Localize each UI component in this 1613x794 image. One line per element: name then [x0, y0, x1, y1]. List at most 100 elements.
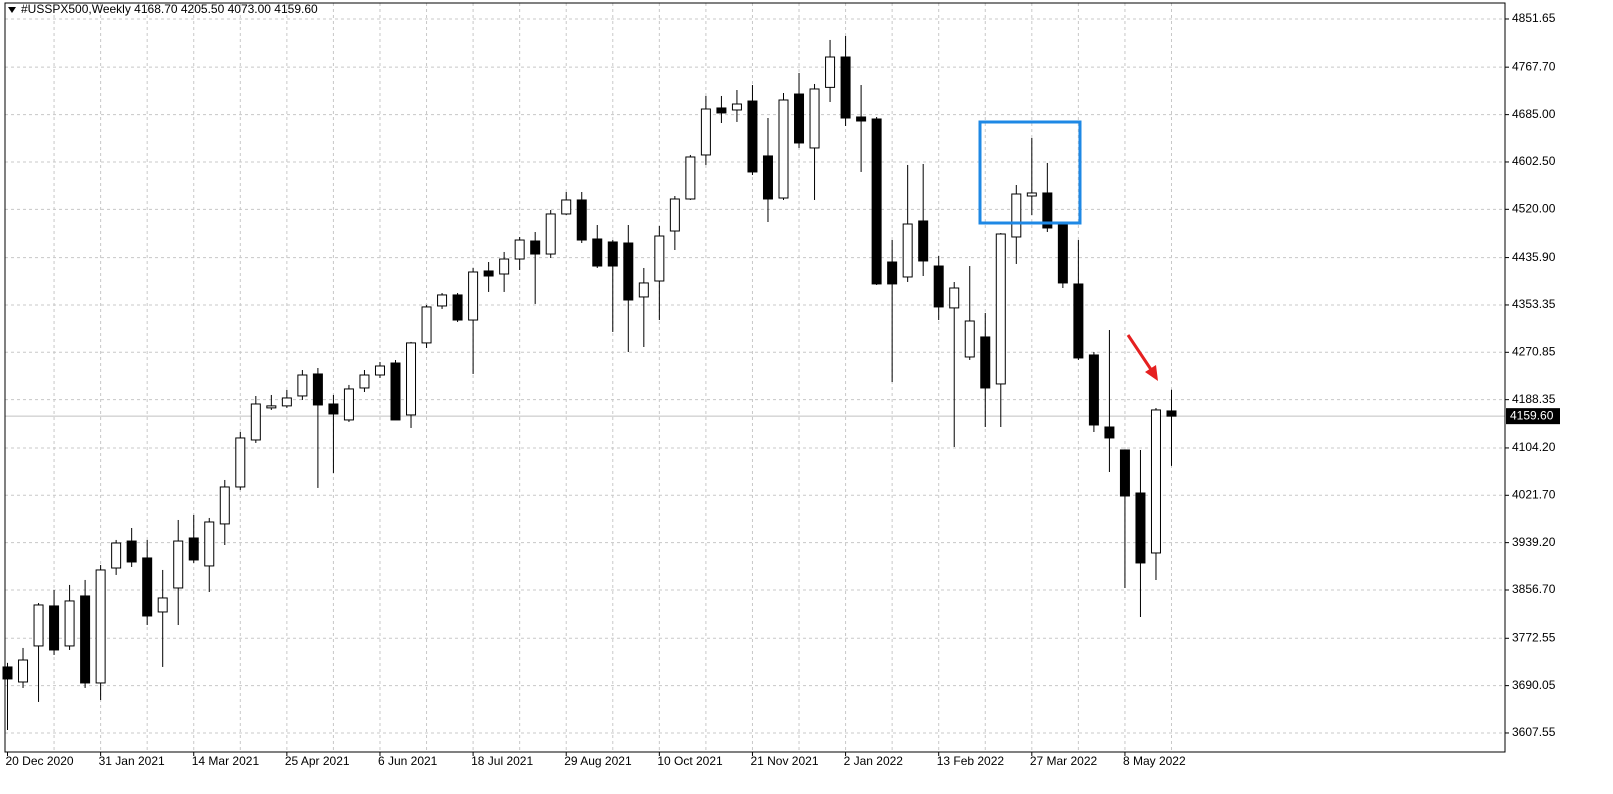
candle-body — [204, 521, 215, 567]
candle-body — [1150, 409, 1161, 554]
y-tick-label: 3607.55 — [1512, 725, 1556, 739]
y-tick-label: 4602.50 — [1512, 154, 1556, 168]
candle-body — [1088, 354, 1099, 426]
candle-body — [1057, 224, 1068, 284]
last-price-tag — [1506, 408, 1560, 425]
candle-body — [794, 93, 805, 144]
y-tick-label: 4851.65 — [1512, 11, 1556, 25]
candle-body — [514, 239, 525, 260]
y-tick-label: 4435.90 — [1512, 250, 1556, 264]
candle-body — [266, 405, 277, 409]
x-tick-label: 20 Dec 2020 — [6, 754, 74, 768]
candle-body — [95, 569, 106, 684]
candle-body — [654, 235, 665, 282]
x-tick-label: 2 Jan 2022 — [844, 754, 904, 768]
y-tick-label: 3690.05 — [1512, 678, 1556, 692]
x-tick-label: 10 Oct 2021 — [657, 754, 723, 768]
x-tick-label: 27 Mar 2022 — [1030, 754, 1098, 768]
candle-body — [1104, 426, 1115, 439]
candle-body — [1166, 410, 1177, 417]
candle-body — [669, 198, 680, 232]
candle-body — [1011, 193, 1022, 238]
candle-body — [359, 374, 370, 389]
candle-body — [421, 306, 432, 344]
y-tick-label: 3772.55 — [1512, 630, 1556, 644]
y-tick-label: 4021.70 — [1512, 487, 1556, 501]
candle-body — [297, 374, 308, 397]
x-tick-label: 25 Apr 2021 — [285, 754, 350, 768]
x-tick-label: 29 Aug 2021 — [564, 754, 632, 768]
candle-body — [700, 108, 711, 156]
candle-body — [390, 362, 401, 421]
plot-frame — [4, 2, 1506, 753]
candle-body — [685, 156, 696, 200]
candle-body — [561, 199, 572, 215]
candle-body — [452, 294, 463, 321]
candle-body — [809, 88, 820, 149]
y-tick-label: 4685.00 — [1512, 107, 1556, 121]
y-tick-label: 3856.70 — [1512, 582, 1556, 596]
x-tick-label: 8 May 2022 — [1123, 754, 1186, 768]
candle-body — [468, 271, 479, 321]
y-tick-label: 4270.85 — [1512, 344, 1556, 358]
candle-body — [980, 336, 991, 389]
candle-body — [576, 199, 587, 241]
highlight-box — [978, 120, 1082, 225]
candle-body — [18, 659, 29, 683]
candle-body — [343, 388, 354, 421]
candle-body — [126, 540, 137, 563]
candle-body — [1073, 283, 1084, 359]
x-tick-label: 31 Jan 2021 — [99, 754, 165, 768]
candle-body — [1135, 492, 1146, 564]
candle-body — [80, 595, 91, 684]
candle-body — [64, 600, 75, 647]
candle-body — [902, 223, 913, 278]
candle-body — [499, 258, 510, 275]
y-tick-label: 4520.00 — [1512, 201, 1556, 215]
last-price-label: 4159.60 — [1510, 408, 1554, 422]
candle-body — [530, 240, 541, 255]
candle-body — [731, 103, 742, 111]
y-tick-label: 4188.35 — [1512, 392, 1556, 406]
candle-body — [1042, 192, 1053, 229]
candle-body — [49, 605, 60, 651]
x-tick-label: 18 Jul 2021 — [471, 754, 533, 768]
candle-body — [762, 155, 773, 200]
candle-body — [887, 261, 898, 285]
candle-body — [142, 557, 153, 617]
candle-body — [483, 270, 494, 277]
candle-body — [1119, 449, 1130, 497]
candle-body — [840, 56, 851, 119]
candle-body — [964, 320, 975, 358]
candle-body — [157, 597, 168, 613]
y-tick-label: 4353.35 — [1512, 297, 1556, 311]
x-tick-label: 13 Feb 2022 — [937, 754, 1005, 768]
chart-title: #USSPX500,Weekly 4168.70 4205.50 4073.00… — [21, 2, 318, 16]
candle-body — [1026, 192, 1037, 197]
candle-body — [545, 213, 556, 255]
candle-body — [111, 542, 122, 569]
candle-body — [995, 233, 1006, 385]
candle-body — [281, 397, 292, 407]
candle-body — [778, 99, 789, 199]
x-tick-label: 21 Nov 2021 — [750, 754, 818, 768]
candle-body — [716, 107, 727, 114]
x-tick-label: 14 Mar 2021 — [192, 754, 260, 768]
candle-body — [374, 365, 385, 376]
candles-layer — [2, 35, 1177, 730]
candle-body — [2, 666, 13, 680]
candle-body — [173, 540, 184, 589]
candle-body — [235, 437, 246, 488]
candle-body — [856, 116, 867, 122]
candle-body — [871, 118, 882, 285]
arrow-shaft — [1126, 334, 1154, 372]
candle-body — [188, 537, 199, 561]
header-icon — [8, 7, 16, 13]
candle-body — [219, 486, 230, 525]
candle-body — [747, 100, 758, 173]
candle-body — [918, 220, 929, 262]
candle-body — [312, 373, 323, 406]
arrow-head — [1145, 365, 1158, 381]
